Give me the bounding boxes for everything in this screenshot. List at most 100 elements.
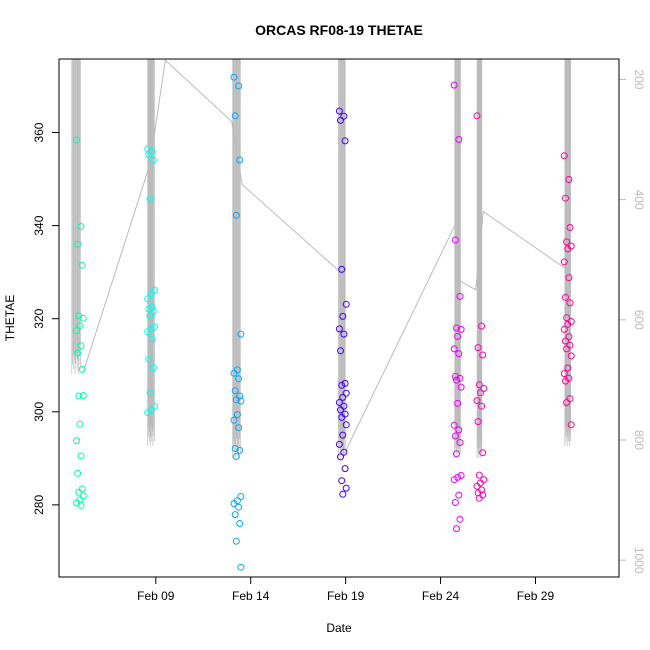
data-point xyxy=(562,337,569,345)
data-point xyxy=(455,350,463,358)
data-point xyxy=(474,418,482,426)
x-tick-label: Feb 09 xyxy=(137,589,175,603)
data-point xyxy=(563,238,571,246)
series-RF13 xyxy=(473,112,488,502)
data-point xyxy=(473,397,481,405)
data-point xyxy=(563,345,571,353)
data-point xyxy=(565,333,573,341)
data-point xyxy=(340,448,348,456)
data-point xyxy=(73,136,80,144)
data-point xyxy=(342,300,350,308)
data-point xyxy=(338,381,346,389)
data-point xyxy=(149,307,157,315)
data-point xyxy=(566,224,574,231)
data-point xyxy=(475,381,483,389)
data-point xyxy=(479,351,487,359)
x-tick-label: Feb 14 xyxy=(232,589,270,603)
data-point xyxy=(340,330,348,338)
data-point xyxy=(75,392,83,400)
data-point xyxy=(76,420,84,428)
data-point xyxy=(338,265,346,273)
y2-tick-label: 600 xyxy=(632,310,646,330)
data-point xyxy=(453,450,460,458)
data-point xyxy=(480,385,488,392)
data-point xyxy=(478,402,486,410)
data-point xyxy=(564,320,572,328)
data-point xyxy=(76,322,84,330)
data-point xyxy=(562,293,569,301)
data-point xyxy=(457,472,465,479)
data-point xyxy=(337,453,344,461)
data-point xyxy=(565,274,573,282)
x-tick-label: Feb 19 xyxy=(327,589,365,603)
y-tick-label: 320 xyxy=(32,308,46,328)
data-point xyxy=(78,261,86,269)
x-tick-label: Feb 24 xyxy=(422,589,460,603)
data-point xyxy=(77,342,85,350)
data-point xyxy=(564,245,572,253)
data-point xyxy=(341,379,349,387)
data-point xyxy=(232,211,240,219)
y-tick-label: 360 xyxy=(32,122,46,142)
y-tick-label: 300 xyxy=(32,401,46,421)
data-point xyxy=(148,303,156,311)
data-point xyxy=(338,477,346,485)
data-point xyxy=(144,295,152,303)
data-point xyxy=(453,376,460,384)
data-point xyxy=(78,365,86,373)
data-point xyxy=(77,501,85,509)
data-point xyxy=(342,421,350,429)
series-RF09 xyxy=(144,145,158,417)
data-point xyxy=(236,520,244,527)
data-point xyxy=(456,515,464,523)
data-point xyxy=(456,439,464,446)
data-point xyxy=(149,364,157,372)
data-point xyxy=(455,136,463,143)
data-point xyxy=(230,416,238,424)
data-point xyxy=(456,374,464,382)
data-point xyxy=(232,396,240,404)
data-point xyxy=(473,112,481,120)
data-point xyxy=(74,240,82,248)
data-point xyxy=(77,223,85,230)
data-point xyxy=(151,323,158,331)
data-point xyxy=(146,389,154,397)
series-RF10 xyxy=(230,73,245,571)
chart-title: ORCAS RF08-19 THETAE xyxy=(255,22,423,38)
data-point xyxy=(235,503,243,511)
data-point xyxy=(237,330,245,338)
data-point xyxy=(233,411,241,419)
data-point xyxy=(479,449,487,457)
data-point xyxy=(453,525,460,533)
data-point xyxy=(341,465,349,473)
data-point xyxy=(567,421,575,429)
data-point xyxy=(342,484,350,492)
data-point xyxy=(454,399,462,407)
data-point xyxy=(235,82,243,90)
data-point xyxy=(341,137,349,145)
pressure-connector-line xyxy=(83,59,567,456)
y2-tick-label: 400 xyxy=(632,190,646,210)
series-RF12 xyxy=(450,81,465,533)
data-point xyxy=(455,426,463,434)
y-tick-label: 340 xyxy=(32,215,46,235)
data-point xyxy=(335,440,343,448)
data-point xyxy=(147,290,155,298)
data-point xyxy=(342,389,350,397)
data-point xyxy=(450,476,458,484)
data-point xyxy=(451,236,459,244)
data-point xyxy=(79,314,87,322)
data-point xyxy=(339,431,347,439)
data-point xyxy=(74,469,82,477)
y-tick-label: 280 xyxy=(32,495,46,515)
data-point xyxy=(74,349,82,357)
data-point xyxy=(560,325,568,333)
data-point xyxy=(451,499,459,506)
series-RF08 xyxy=(73,136,87,509)
data-point xyxy=(149,156,157,164)
data-point xyxy=(231,445,239,452)
data-point xyxy=(338,413,346,421)
data-point xyxy=(230,369,238,377)
data-point xyxy=(564,364,572,372)
